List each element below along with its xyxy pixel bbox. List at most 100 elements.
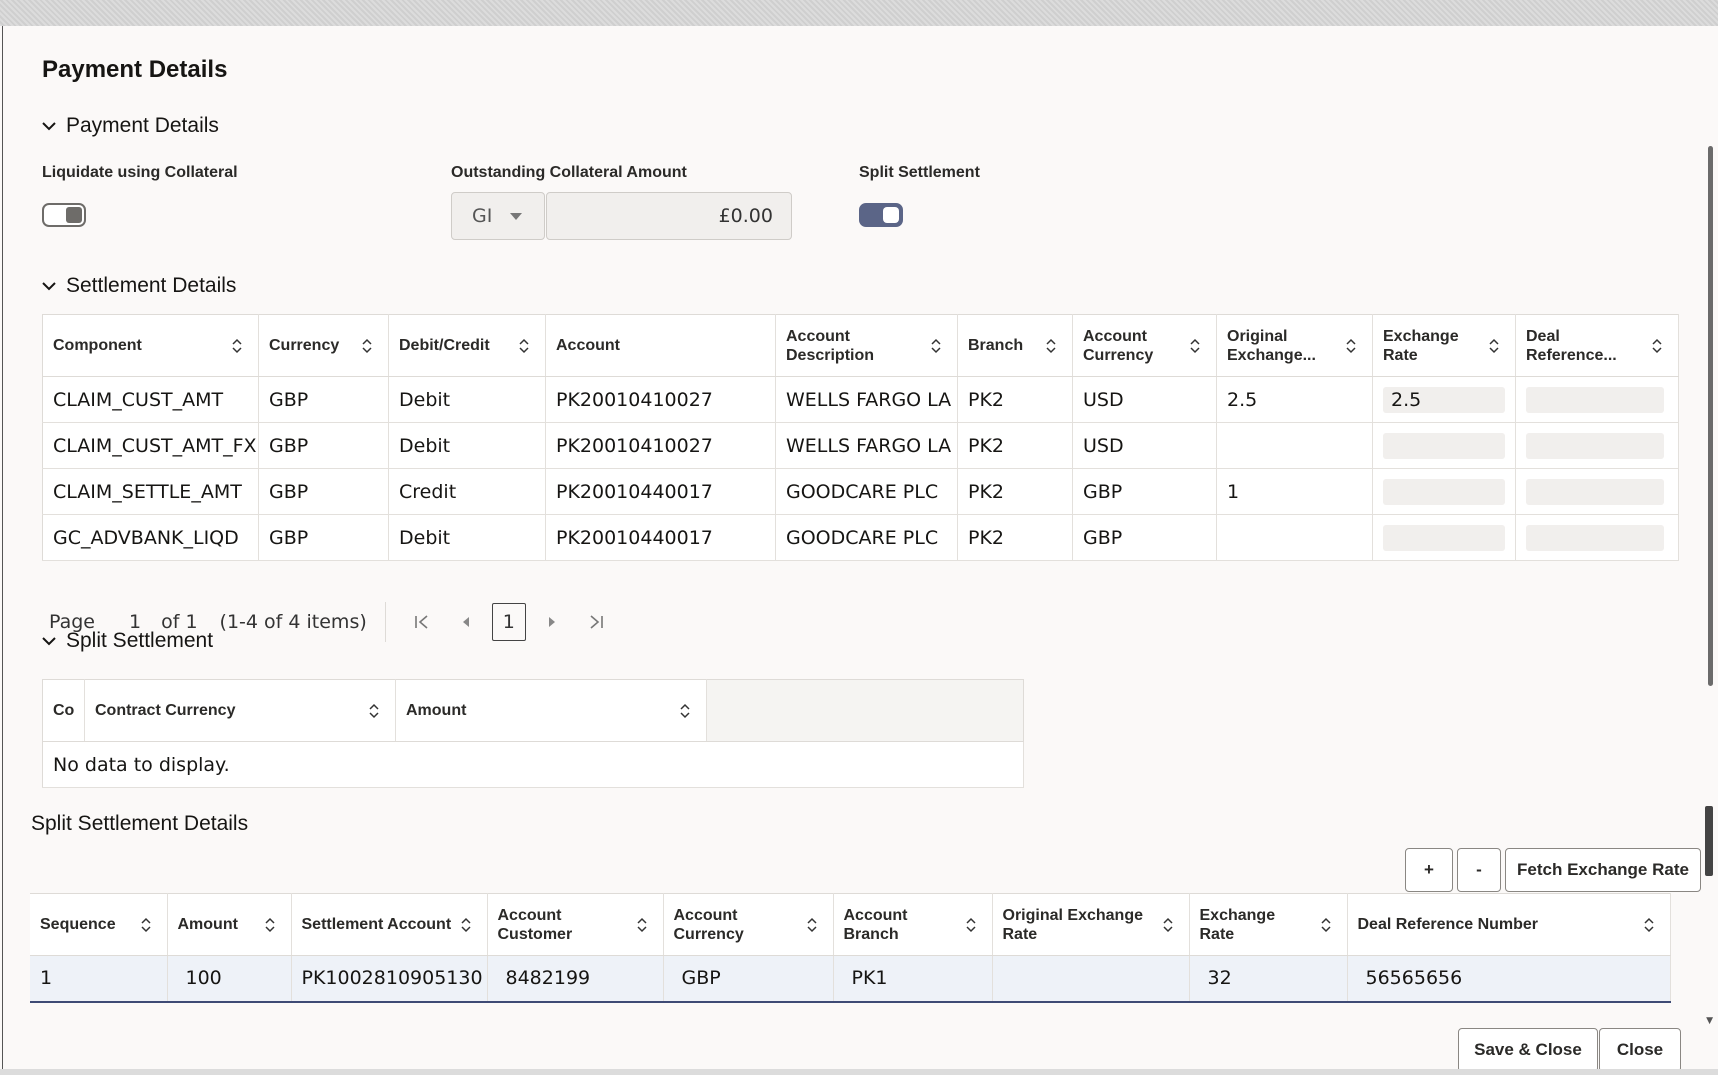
column-header[interactable]: Debit/Credit bbox=[388, 314, 546, 377]
column-header[interactable]: Account Currency bbox=[663, 893, 834, 956]
remove-row-button[interactable]: - bbox=[1457, 848, 1501, 892]
cell-branch: PK2 bbox=[957, 376, 1073, 423]
page-number-button[interactable]: 1 bbox=[491, 603, 526, 641]
cell-component: GC_ADVBANK_LIQD bbox=[42, 514, 259, 561]
save-close-button[interactable]: Save & Close bbox=[1458, 1028, 1598, 1069]
first-page-icon[interactable] bbox=[408, 608, 436, 636]
exchange-rate-input[interactable]: 2.5 bbox=[1383, 386, 1505, 413]
cell-currency: GBP bbox=[258, 468, 389, 515]
column-header[interactable]: Exchange Rate bbox=[1189, 893, 1348, 956]
last-page-icon[interactable] bbox=[582, 608, 610, 636]
sort-icon[interactable] bbox=[931, 338, 941, 354]
exchange-rate-input[interactable] bbox=[1383, 432, 1505, 459]
payment-details-section-toggle[interactable]: Payment Details bbox=[42, 114, 219, 138]
sort-icon[interactable] bbox=[1652, 338, 1662, 354]
fetch-exchange-rate-button[interactable]: Fetch Exchange Rate bbox=[1505, 848, 1701, 892]
sort-icon[interactable] bbox=[1320, 917, 1331, 933]
sort-icon[interactable] bbox=[369, 703, 379, 719]
cell-currency: GBP bbox=[258, 514, 389, 561]
table-row[interactable]: CLAIM_CUST_AMT GBP Debit PK20010410027 W… bbox=[42, 376, 1679, 423]
column-header[interactable]: Original Exchange... bbox=[1216, 314, 1373, 377]
split-settlement-section-toggle[interactable]: Split Settlement bbox=[42, 629, 213, 653]
column-header[interactable]: Amount bbox=[167, 893, 292, 956]
split-settlement-label: Split Settlement bbox=[859, 164, 980, 181]
column-header[interactable]: Account Customer bbox=[487, 893, 664, 956]
add-row-button[interactable]: + bbox=[1405, 848, 1453, 892]
column-header[interactable]: Component bbox=[42, 314, 259, 377]
cell-settlement-account[interactable]: PK1002810905130 bbox=[291, 955, 488, 1003]
table-row[interactable]: 1 100 PK1002810905130 8482199 GBP PK1 32… bbox=[30, 955, 1671, 1003]
column-header[interactable]: Co bbox=[42, 679, 85, 742]
sort-icon[interactable] bbox=[965, 917, 976, 933]
deal-reference-input[interactable] bbox=[1526, 432, 1664, 459]
liquidate-toggle[interactable] bbox=[42, 203, 86, 227]
deal-reference-input[interactable] bbox=[1526, 478, 1664, 505]
scroll-down-icon[interactable]: ▼ bbox=[1706, 1016, 1713, 1026]
sort-icon[interactable] bbox=[519, 338, 529, 354]
column-header[interactable]: Account Currency bbox=[1072, 314, 1217, 377]
exchange-rate-input[interactable] bbox=[1383, 478, 1505, 505]
column-header[interactable]: Deal Reference... bbox=[1515, 314, 1679, 377]
sort-icon[interactable] bbox=[1190, 338, 1200, 354]
sort-icon[interactable] bbox=[680, 703, 690, 719]
column-header[interactable]: Account bbox=[545, 314, 776, 377]
sort-icon[interactable] bbox=[140, 917, 151, 933]
column-header[interactable]: Contract Currency bbox=[84, 679, 396, 742]
cell-debit-credit: Credit bbox=[388, 468, 546, 515]
sort-icon[interactable] bbox=[362, 338, 372, 354]
cell-account: PK20010440017 bbox=[545, 468, 776, 515]
cell-amount[interactable]: 100 bbox=[167, 955, 292, 1003]
exchange-rate-input[interactable] bbox=[1383, 524, 1505, 551]
column-header[interactable]: Amount bbox=[395, 679, 707, 742]
currency-select[interactable]: GI bbox=[451, 192, 545, 240]
next-page-icon[interactable] bbox=[538, 608, 566, 636]
deal-reference-input[interactable] bbox=[1526, 524, 1664, 551]
column-header[interactable]: Deal Reference Number bbox=[1347, 893, 1671, 956]
previous-page-icon[interactable] bbox=[452, 608, 480, 636]
sort-icon[interactable] bbox=[264, 917, 275, 933]
column-header[interactable]: Currency bbox=[258, 314, 389, 377]
section-heading: Split Settlement bbox=[66, 629, 214, 652]
sort-icon[interactable] bbox=[806, 917, 817, 933]
sort-icon[interactable] bbox=[1643, 917, 1654, 933]
cell-exchange-rate[interactable]: 32 bbox=[1189, 955, 1348, 1003]
scrollbar-thumb-secondary[interactable] bbox=[1705, 806, 1713, 876]
page-input[interactable]: 1 bbox=[129, 611, 142, 633]
settlement-details-section-toggle[interactable]: Settlement Details bbox=[42, 274, 236, 298]
cell-account-currency: USD bbox=[1072, 422, 1217, 469]
empty-message: No data to display. bbox=[42, 741, 1024, 788]
cell-original-exchange-rate[interactable] bbox=[992, 955, 1190, 1003]
sort-icon[interactable] bbox=[1346, 338, 1356, 354]
scrollbar-thumb[interactable] bbox=[1708, 146, 1713, 686]
sort-icon[interactable] bbox=[1046, 338, 1056, 354]
column-header[interactable]: Settlement Account bbox=[291, 893, 488, 956]
column-header[interactable]: Account Description bbox=[775, 314, 958, 377]
column-header[interactable]: Branch bbox=[957, 314, 1073, 377]
cell-account-customer[interactable]: 8482199 bbox=[487, 955, 664, 1003]
close-button[interactable]: Close bbox=[1599, 1028, 1681, 1069]
table-row[interactable]: GC_ADVBANK_LIQD GBP Debit PK20010440017 … bbox=[42, 514, 1679, 561]
cell-account-currency: GBP bbox=[1072, 514, 1217, 561]
table-header-row: Sequence Amount Settlement Account Accou… bbox=[30, 893, 1671, 956]
cell-account-currency[interactable]: GBP bbox=[663, 955, 834, 1003]
table-row[interactable]: CLAIM_SETTLE_AMT GBP Credit PK2001044001… bbox=[42, 468, 1679, 515]
chevron-down-icon bbox=[42, 637, 56, 646]
cell-account-branch[interactable]: PK1 bbox=[833, 955, 993, 1003]
column-header[interactable]: Original Exchange Rate bbox=[992, 893, 1190, 956]
dialog-scrollbar[interactable]: ▼ bbox=[1705, 106, 1713, 1026]
table-row[interactable]: CLAIM_CUST_AMT_FX GBP Debit PK2001041002… bbox=[42, 422, 1679, 469]
column-header[interactable]: Exchange Rate bbox=[1372, 314, 1516, 377]
sort-icon[interactable] bbox=[232, 338, 242, 354]
cell-deal-reference-number[interactable]: 56565656 bbox=[1347, 955, 1671, 1003]
items-count: (1-4 of 4 items) bbox=[219, 611, 367, 633]
sort-icon[interactable] bbox=[1162, 917, 1173, 933]
cell-account-currency: USD bbox=[1072, 376, 1217, 423]
outstanding-amount-field[interactable]: £0.00 bbox=[546, 192, 792, 240]
column-header[interactable]: Sequence bbox=[30, 893, 168, 956]
deal-reference-input[interactable] bbox=[1526, 386, 1664, 413]
column-header[interactable]: Account Branch bbox=[833, 893, 993, 956]
sort-icon[interactable] bbox=[1489, 338, 1499, 354]
sort-icon[interactable] bbox=[460, 917, 471, 933]
sort-icon[interactable] bbox=[636, 917, 647, 933]
split-settlement-toggle[interactable] bbox=[859, 203, 903, 227]
